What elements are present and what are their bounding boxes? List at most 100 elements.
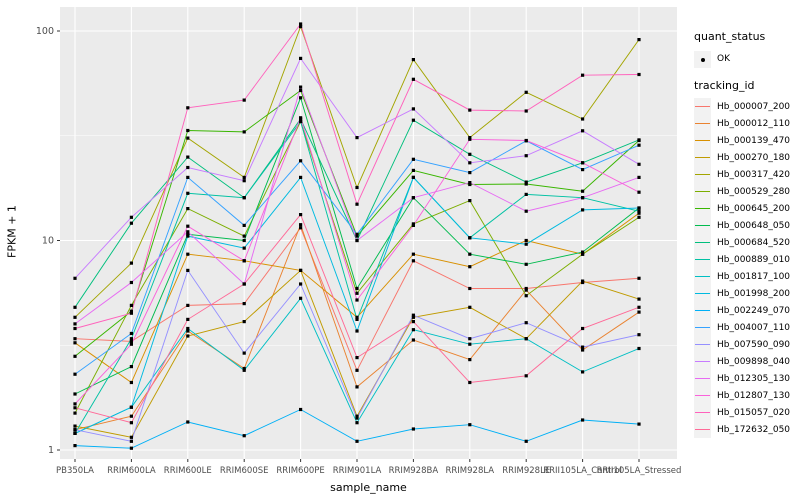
legend-item-Hb_012807_130: Hb_012807_130 xyxy=(694,387,800,404)
data-point xyxy=(242,351,246,355)
data-point xyxy=(129,380,133,385)
data-point xyxy=(129,221,133,225)
data-point xyxy=(299,22,303,26)
data-point xyxy=(581,196,585,200)
legend-series-label: Hb_009898_040 xyxy=(717,356,791,367)
legend-key-swatch xyxy=(694,319,711,336)
legend-key-swatch xyxy=(694,370,711,387)
data-point xyxy=(242,238,246,243)
legend-series-label: Hb_000529_280 xyxy=(717,186,791,197)
x-tick-label: RRIM901LA xyxy=(333,466,382,476)
data-point xyxy=(186,175,190,179)
legend-series-label: Hb_012305_130 xyxy=(717,373,791,384)
legend-key-swatch xyxy=(694,336,711,353)
data-point xyxy=(581,208,585,212)
data-point xyxy=(468,171,472,175)
legend-line-icon xyxy=(695,258,710,261)
legend-item-Hb_009898_040: Hb_009898_040 xyxy=(694,353,800,370)
data-point xyxy=(129,421,133,425)
data-point xyxy=(242,302,246,306)
data-point xyxy=(581,73,585,77)
data-point xyxy=(411,252,415,256)
legend-key-swatch xyxy=(694,251,711,268)
data-point xyxy=(637,143,641,147)
data-point xyxy=(581,370,585,374)
data-point xyxy=(581,279,585,283)
data-point xyxy=(637,333,641,337)
legend-line-icon xyxy=(695,428,710,431)
data-point xyxy=(186,232,190,236)
data-point xyxy=(186,165,190,170)
data-point xyxy=(355,368,359,372)
data-point xyxy=(524,138,528,143)
data-point xyxy=(411,320,415,324)
legend-key-swatch xyxy=(694,234,711,251)
data-point xyxy=(299,56,303,60)
data-point xyxy=(129,414,133,418)
data-point xyxy=(524,294,528,298)
data-point xyxy=(129,331,133,336)
data-point xyxy=(524,238,528,243)
data-point xyxy=(186,317,190,321)
data-point xyxy=(411,427,415,431)
data-point xyxy=(73,276,77,280)
data-point xyxy=(637,190,641,194)
data-point xyxy=(355,136,359,140)
legend-line-icon xyxy=(695,275,710,278)
data-point xyxy=(73,354,77,358)
data-point xyxy=(524,288,528,292)
data-point xyxy=(411,77,415,81)
data-point xyxy=(637,162,641,166)
legend-series-label: Hb_001817_100 xyxy=(717,271,791,282)
data-point xyxy=(73,402,77,406)
data-point xyxy=(186,207,190,211)
data-point xyxy=(242,246,246,250)
legend-line-icon xyxy=(695,309,710,312)
legend-series-label: Hb_015057_020 xyxy=(717,407,791,418)
data-point xyxy=(581,161,585,165)
x-tick-label: RRIM600LE xyxy=(164,466,212,476)
legend-series-label: Hb_004007_110 xyxy=(717,322,791,333)
data-point xyxy=(186,420,190,424)
data-point xyxy=(129,303,133,307)
legend-key-swatch xyxy=(694,183,711,200)
data-point xyxy=(524,109,528,113)
data-point xyxy=(73,428,77,432)
data-point xyxy=(637,211,641,215)
data-point xyxy=(411,313,415,317)
data-point xyxy=(355,421,359,425)
data-point xyxy=(355,439,359,443)
data-point xyxy=(411,168,415,172)
legend-series-label: Hb_012807_130 xyxy=(717,390,791,401)
data-point xyxy=(73,337,77,341)
legend-key-swatch xyxy=(694,302,711,319)
data-point xyxy=(581,348,585,352)
y-axis-title: FPKM + 1 xyxy=(5,205,19,258)
data-point xyxy=(299,175,303,179)
legend-item-Hb_007590_090: Hb_007590_090 xyxy=(694,336,800,353)
legend-line-icon xyxy=(695,360,710,363)
data-point xyxy=(355,356,359,360)
data-point xyxy=(73,372,77,376)
data-point xyxy=(468,182,472,187)
legend-item-Hb_002249_070: Hb_002249_070 xyxy=(694,302,800,319)
data-point xyxy=(524,242,528,246)
data-point xyxy=(411,107,415,111)
data-point xyxy=(355,232,359,236)
legend-series-label: Hb_000139_470 xyxy=(717,135,791,146)
data-point xyxy=(468,305,472,309)
data-point xyxy=(186,252,190,256)
x-tick-label: RRIM600LA xyxy=(107,466,156,476)
data-point xyxy=(355,329,359,333)
legend-item-Hb_001998_200: Hb_001998_200 xyxy=(694,285,800,302)
data-point xyxy=(129,446,133,450)
data-point xyxy=(299,407,303,412)
legend-series-label: Hb_002249_070 xyxy=(717,305,791,316)
data-point xyxy=(637,215,641,219)
data-point xyxy=(468,252,472,256)
legend-line-icon xyxy=(695,326,710,329)
data-point xyxy=(355,416,359,420)
legend-key-swatch xyxy=(694,149,711,166)
data-point xyxy=(299,282,303,286)
data-point xyxy=(637,422,641,426)
